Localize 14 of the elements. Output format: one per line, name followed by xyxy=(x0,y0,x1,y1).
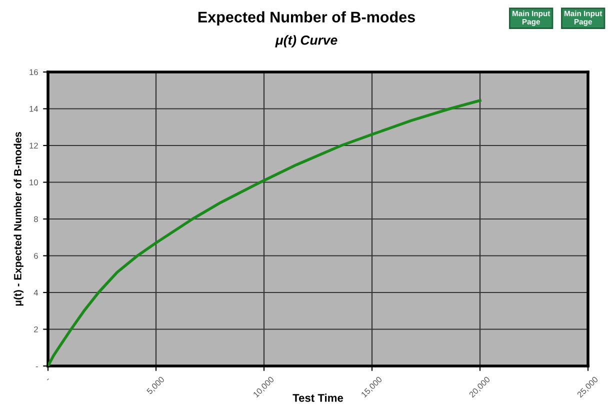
y-tick-label: - xyxy=(36,366,38,368)
line-series xyxy=(48,99,482,366)
y-tick-label: 16 xyxy=(30,69,38,76)
y-tick-label: 6 xyxy=(34,252,38,259)
y-tick-label: 10 xyxy=(30,179,38,186)
y-tick-label: 2 xyxy=(34,326,38,332)
y-tick-label: 8 xyxy=(34,216,38,222)
chart-subtitle: μ(t) Curve xyxy=(275,35,338,48)
y-tick-label: 4 xyxy=(34,290,38,296)
x-axis-title: Test Time xyxy=(292,394,344,402)
chart-title: Expected Number of B-modes xyxy=(198,11,415,26)
y-tick-label: 14 xyxy=(30,106,38,112)
y-tick-label: 12 xyxy=(30,142,38,149)
y-axis-title: μ(t) - Expected Number of B-modes xyxy=(14,132,24,306)
